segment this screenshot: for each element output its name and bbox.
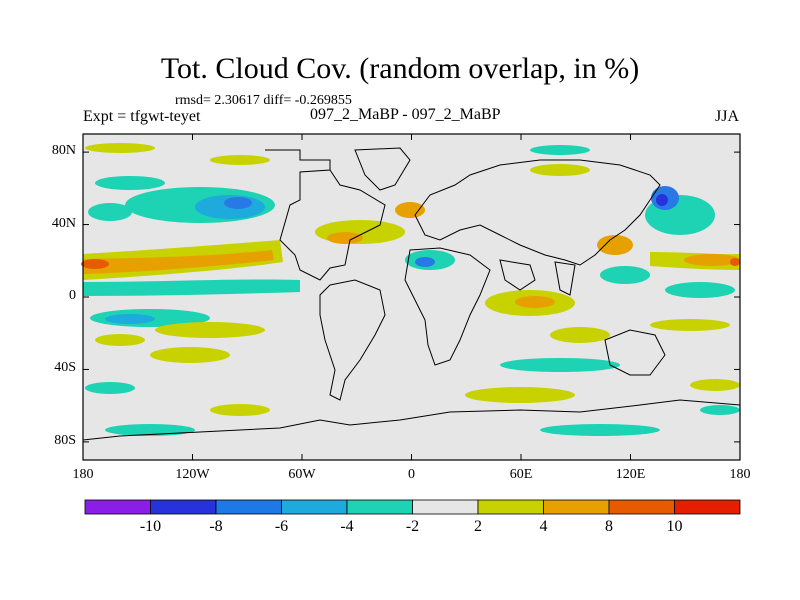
colorbar-label: 8 <box>605 518 613 535</box>
lat-label: 0 <box>69 288 76 303</box>
lon-label: 180 <box>729 467 751 482</box>
plot-title: Tot. Cloud Cov. (random overlap, in %) <box>160 52 640 85</box>
colorbar-swatch <box>84 499 151 515</box>
colorbar-swatch <box>412 499 479 515</box>
lon-label: 0 <box>408 467 415 482</box>
colorbar-swatch <box>674 499 741 515</box>
colorbar-label: -6 <box>274 518 289 535</box>
anomaly-field <box>81 143 740 436</box>
coastlines <box>82 147 741 441</box>
lat-label: 40N <box>51 215 76 231</box>
rmsd-diff-stats: rmsd= 2.30617 diff= -0.269855 <box>175 93 352 108</box>
lat-ticks <box>83 151 740 443</box>
colorbar-label: 10 <box>666 518 683 535</box>
colorbar <box>84 499 741 515</box>
lon-label: 180 <box>72 467 94 482</box>
colorbar-label: -2 <box>405 518 420 535</box>
lon-ticks <box>82 134 741 460</box>
lon-label: 120E <box>615 467 646 482</box>
colorbar-swatch <box>346 499 413 515</box>
lon-label: 60W <box>288 467 316 482</box>
map-background <box>83 134 740 460</box>
colorbar-swatch <box>608 499 675 515</box>
season-label: JJA <box>715 108 740 125</box>
lon-label: 60E <box>509 467 533 482</box>
lat-label: 80S <box>54 432 76 448</box>
colorbar-label: -4 <box>340 518 354 535</box>
colorbar-swatch <box>281 499 348 515</box>
colorbar-label: -8 <box>209 518 223 535</box>
colorbar-label: -10 <box>139 518 162 535</box>
colorbar-swatch <box>150 499 217 515</box>
case-label: 097_2_MaBP - 097_2_MaBP <box>310 106 501 123</box>
colorbar-label: 2 <box>474 518 482 535</box>
lat-label: 40S <box>54 360 76 376</box>
experiment-label: Expt = tfgwt-teyet <box>83 108 201 125</box>
colorbar-swatch <box>215 499 282 515</box>
lat-label: 80N <box>51 143 76 159</box>
colorbar-swatch <box>477 499 544 515</box>
colorbar-label: 4 <box>539 518 548 535</box>
colorbar-swatch <box>543 499 610 515</box>
lon-label: 120W <box>175 467 210 482</box>
